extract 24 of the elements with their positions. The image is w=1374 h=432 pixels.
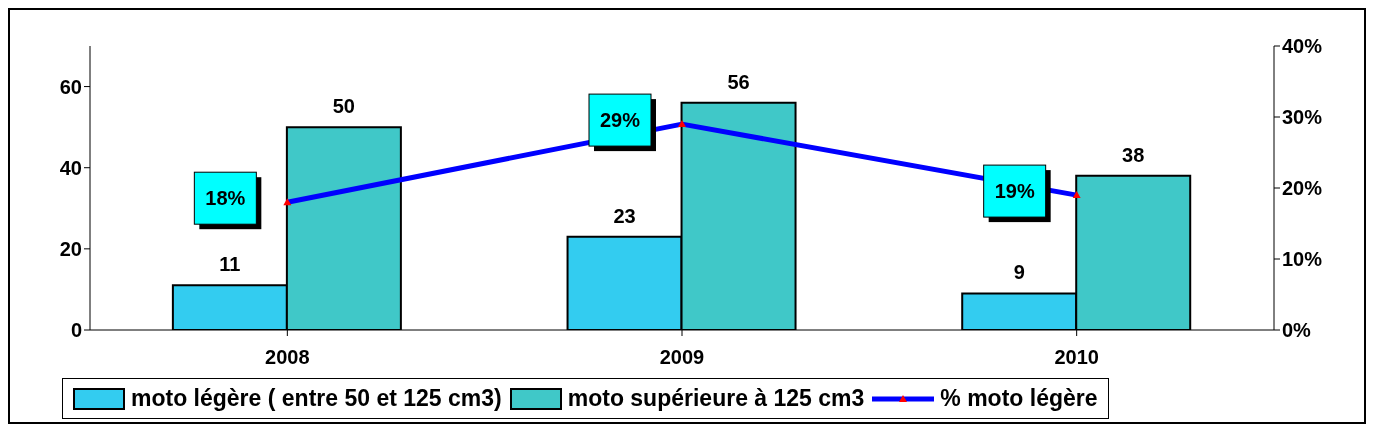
legend-label: moto supérieure à 125 cm3 — [567, 385, 865, 412]
x-tick-label: 2009 — [659, 346, 705, 369]
y-tick-label: 20 — [59, 237, 82, 260]
y2-tick-label: 40% — [1282, 35, 1323, 58]
legend-label: % moto légère — [940, 385, 1098, 412]
y-tick-label: 40 — [59, 156, 82, 179]
data-label: 18% — [205, 187, 246, 210]
y2-tick-label: 10% — [1282, 248, 1323, 271]
y-tick-label: 0 — [70, 319, 82, 342]
data-label: 11 — [219, 253, 241, 276]
data-label: 29% — [599, 109, 641, 132]
data-label: 50 — [332, 95, 356, 118]
y2-tick-label: 20% — [1282, 177, 1323, 200]
x-tick-label: 2008 — [265, 346, 310, 369]
data-label: 9 — [1013, 261, 1025, 284]
y2-tick-label: 30% — [1282, 106, 1323, 129]
data-label: 38 — [1122, 143, 1145, 166]
x-tick-label: 2010 — [1054, 346, 1099, 369]
data-label: 56 — [727, 70, 750, 93]
data-label: 23 — [613, 204, 636, 227]
data-label: 19% — [994, 180, 1035, 203]
y-tick-label: 60 — [59, 75, 82, 98]
legend-label: moto légère ( entre 50 et 125 cm3) — [131, 385, 502, 412]
y2-tick-label: 0% — [1282, 319, 1312, 342]
